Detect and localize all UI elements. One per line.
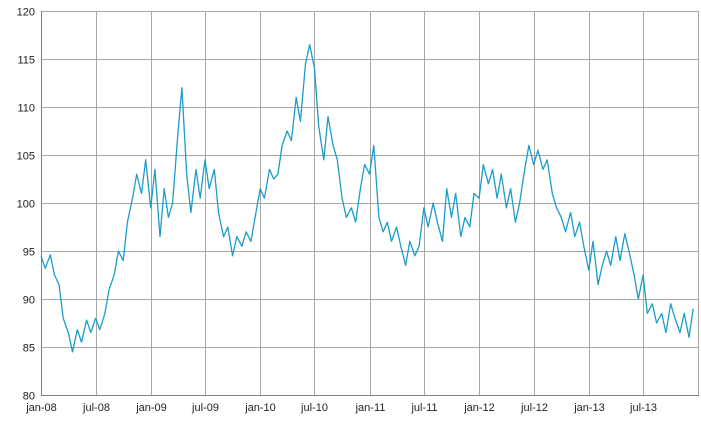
y-tick-label: 110 [17, 103, 35, 115]
x-tick-label: jul-08 [82, 402, 110, 414]
y-tick-label: 80 [23, 391, 35, 403]
x-tick-label: jan-08 [25, 402, 57, 414]
series-line [40, 43, 694, 353]
chart-axes [41, 11, 699, 396]
x-tick-label: jan-11 [355, 402, 386, 414]
x-tick-label: jan-12 [463, 402, 495, 414]
y-tick-label: 85 [23, 343, 35, 355]
x-tick-label: jul-11 [410, 402, 437, 414]
chart-grid [41, 11, 699, 395]
x-tick-label: jul-12 [520, 402, 548, 414]
x-tick-label: jan-10 [244, 402, 276, 414]
chart-tick-labels: 80 85 90 95 100 105 110 115 120 jan-08 jul-08 jan-0… [17, 7, 657, 415]
y-tick-label: 95 [23, 247, 35, 259]
x-tick-label: jan-13 [573, 402, 605, 414]
y-tick-label: 105 [17, 151, 35, 163]
y-tick-label: 100 [17, 199, 35, 211]
y-tick-label: 90 [23, 295, 35, 307]
x-tick-label: jan-09 [135, 402, 167, 414]
y-tick-label: 120 [17, 7, 35, 19]
x-tick-label: jul-10 [300, 402, 328, 414]
y-tick-label: 115 [17, 55, 35, 67]
x-tick-label: jul-09 [191, 402, 219, 414]
x-tick-label: jul-13 [629, 402, 657, 414]
chart-series [40, 43, 694, 353]
